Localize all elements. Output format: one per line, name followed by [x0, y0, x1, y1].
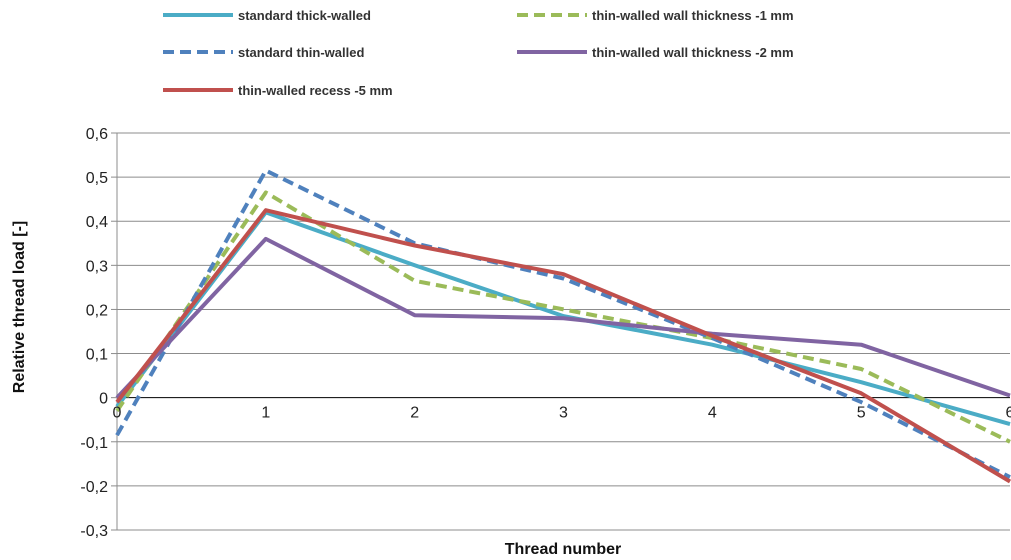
- series-line: [115, 168, 1011, 479]
- tick-labels: 0,6 0,5 0,4 0,3 0,2 0,1 0 -0,1 -0,2 -0,3 0 1 2 3 4 5 6: [80, 126, 1011, 540]
- y-tick-label: -0,1: [80, 435, 108, 452]
- y-tick-label: 0,3: [86, 258, 108, 275]
- legend-label: standard thick-walled: [238, 8, 371, 23]
- legend-label: thin-walled wall thickness -1 mm: [592, 8, 794, 23]
- y-tick-label: 0,2: [86, 302, 108, 319]
- y-tick-label: -0,2: [80, 479, 108, 496]
- y-tick-label: 0,1: [86, 347, 108, 364]
- x-tick-label: 5: [857, 405, 866, 422]
- y-tick-label: 0,5: [86, 170, 108, 187]
- y-tick-label: 0,6: [86, 126, 108, 143]
- gridlines: [117, 132, 1010, 531]
- series-line: [115, 236, 1011, 400]
- x-tick-label: 4: [708, 405, 717, 422]
- legend-label: standard thin-walled: [238, 45, 364, 60]
- y-axis-title: Relative thread load [-]: [11, 221, 28, 393]
- series-line: [115, 190, 1011, 444]
- x-tick-label: 3: [559, 405, 568, 422]
- y-tick-label: 0: [99, 391, 108, 408]
- series-line: [115, 208, 1011, 484]
- y-tick-label: 0,4: [86, 214, 108, 231]
- x-tick-label: 1: [261, 405, 270, 422]
- x-tick-label: 2: [410, 405, 419, 422]
- legend-label: thin-walled recess -5 mm: [238, 83, 393, 98]
- x-tick-label: 0: [113, 405, 122, 422]
- legend: standard thick-walled thin-walled wall th…: [163, 8, 794, 98]
- x-tick-label: 6: [1006, 405, 1011, 422]
- series-lines: [115, 168, 1011, 484]
- legend-label: thin-walled wall thickness -2 mm: [592, 45, 794, 60]
- x-axis-title: Thread number: [505, 541, 621, 558]
- axes: [111, 132, 1010, 531]
- y-tick-label: -0,3: [80, 523, 108, 540]
